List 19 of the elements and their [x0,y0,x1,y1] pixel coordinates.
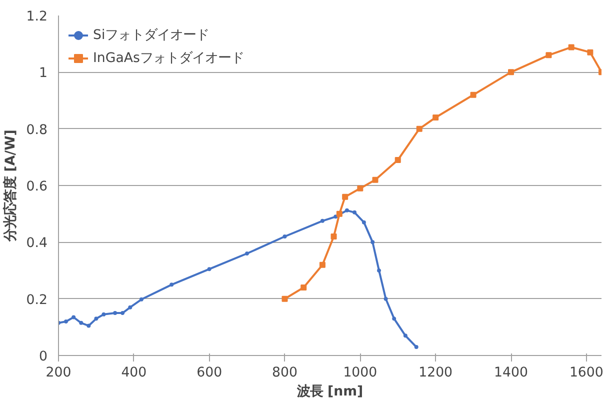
x-tick-label: 600 [196,366,222,380]
y-tick-label: 0.4 [26,236,48,252]
x-tick-label: 1400 [494,366,528,380]
x-tick-label: 800 [272,366,298,380]
legend-label: InGaAsフォトダイオード [93,50,244,67]
y-tick-label: 1 [39,66,48,82]
y-tick-label: 0.2 [26,292,48,308]
x-tick-label: 1600 [569,366,603,380]
x-tick-label: 400 [121,366,147,380]
y-tick-label: 0 [39,350,48,364]
y-axis-title: 分光応答度 [A/W] [2,130,18,242]
y-tick-label: 1.2 [26,10,48,24]
x-tick-label: 1000 [343,366,378,380]
x-tick-label: 1200 [418,366,453,380]
x-axis-title: 波長 [nm] [296,384,364,400]
y-tick-label: 0.8 [26,122,48,138]
x-tick-label: 200 [46,366,72,380]
legend-label: Siフォトダイオード [93,27,210,44]
y-tick-label: 0.6 [26,180,48,194]
